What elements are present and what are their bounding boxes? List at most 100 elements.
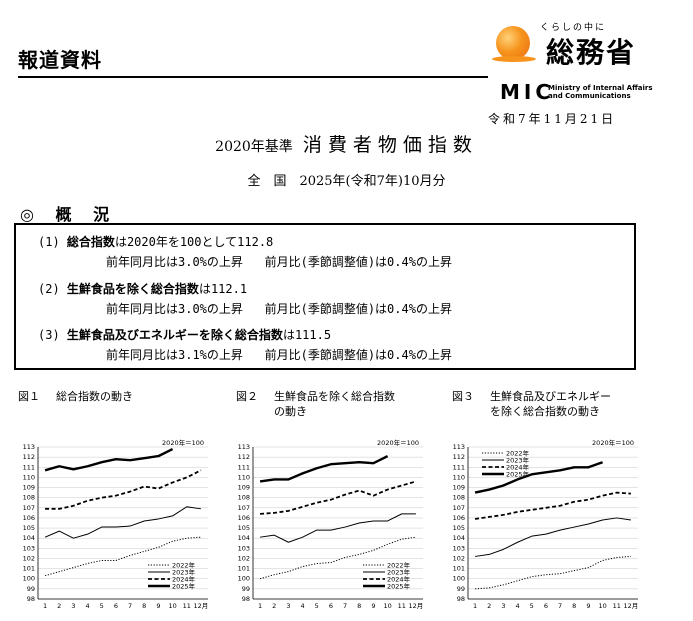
series-line-2022年	[259, 536, 416, 580]
legend-label: 2024年	[387, 574, 411, 583]
y-tick-label: 108	[453, 494, 465, 502]
y-tick-label: 113	[453, 443, 465, 451]
chart-base-note: 2020年＝100	[162, 438, 204, 447]
series-line-2024年	[474, 491, 631, 520]
figure-number: 図２	[236, 390, 258, 403]
figure-title-text-2: の動き	[274, 405, 307, 418]
series-line-2025年	[474, 461, 603, 494]
x-tick-label: 4	[86, 602, 90, 610]
y-tick-label: 101	[238, 565, 250, 573]
y-tick-label: 100	[23, 575, 35, 583]
figure-title-text-2: を除く総合指数の動き	[490, 405, 600, 418]
summary-mom: 前月比(季節調整値)は0.4%の上昇	[264, 348, 452, 362]
chart-base-note: 2020年＝100	[592, 438, 634, 447]
x-tick-label: 6	[114, 602, 118, 610]
summary-item-1: (1) 総合指数は2020年を100として112.8	[38, 233, 273, 250]
summary-item-value: は112.1	[198, 282, 248, 296]
summary-item-1-changes: 前年同月比は3.0%の上昇 前月比(季節調整値)は0.4%の上昇	[106, 253, 452, 270]
ministry-logo-swoosh	[492, 56, 536, 62]
summary-item-number: (3)	[38, 328, 60, 342]
legend-label: 2023年	[506, 455, 530, 464]
logo-tagline: くらしの中に	[540, 23, 607, 33]
x-tick-label: 2	[57, 602, 61, 610]
legend-label: 2023年	[172, 567, 196, 576]
y-tick-label: 100	[238, 575, 250, 583]
series-line-2023年	[260, 513, 416, 543]
y-tick-label: 108	[238, 494, 250, 502]
x-tick-label: 12月	[409, 602, 424, 610]
legend-label: 2023年	[387, 567, 411, 576]
x-tick-label: 5	[100, 602, 104, 610]
y-tick-label: 109	[238, 484, 250, 492]
series-line-2024年	[260, 480, 417, 515]
section-heading: ◎ 概 況	[20, 205, 118, 224]
y-tick-label: 107	[453, 504, 465, 512]
series-line-2023年	[44, 506, 201, 539]
x-tick-label: 11	[183, 602, 191, 610]
x-tick-label: 4	[516, 602, 520, 610]
y-tick-label: 99	[27, 585, 35, 593]
y-tick-label: 109	[23, 484, 35, 492]
y-tick-label: 104	[238, 534, 250, 542]
y-tick-label: 103	[23, 544, 35, 552]
x-tick-label: 8	[572, 602, 576, 610]
page-title: 2020年基準 消費者物価指数	[0, 130, 693, 157]
summary-item-2: (2) 生鮮食品を除く総合指数は112.1	[38, 280, 247, 297]
release-date: 令和7年11月21日	[488, 112, 617, 126]
x-tick-label: 5	[315, 602, 319, 610]
x-tick-label: 9	[586, 602, 590, 610]
summary-box: (1) 総合指数は2020年を100として112.8 前年同月比は3.0%の上昇…	[14, 223, 636, 370]
x-tick-label: 6	[544, 602, 548, 610]
y-tick-label: 103	[238, 544, 250, 552]
x-tick-label: 6	[329, 602, 333, 610]
y-tick-label: 98	[242, 595, 250, 603]
summary-item-value: は111.5	[282, 328, 332, 342]
y-tick-label: 101	[453, 565, 465, 573]
y-tick-label: 112	[23, 453, 35, 461]
y-tick-label: 105	[453, 524, 465, 532]
header-rule	[18, 76, 488, 78]
y-tick-label: 101	[23, 565, 35, 573]
x-tick-label: 8	[357, 602, 361, 610]
mic-english-name: Ministry of Internal Affairs and Communi…	[548, 84, 653, 100]
summary-yoy: 前年同月比は3.0%の上昇	[106, 255, 243, 269]
series-line-2023年	[475, 517, 631, 557]
series-line-2025年	[44, 447, 174, 472]
y-tick-label: 100	[453, 575, 465, 583]
y-tick-label: 106	[238, 514, 250, 522]
y-tick-label: 109	[453, 484, 465, 492]
x-tick-label: 7	[128, 602, 132, 610]
x-tick-label: 12月	[194, 602, 209, 610]
ministry-logo-name: 総務省	[546, 36, 637, 69]
legend-label: 2022年	[506, 448, 530, 457]
summary-item-number: (1)	[38, 235, 60, 249]
series-line-2025年	[259, 455, 389, 483]
y-tick-label: 110	[23, 473, 35, 481]
x-tick-label: 9	[156, 602, 160, 610]
x-tick-label: 1	[473, 602, 477, 610]
y-tick-label: 103	[453, 544, 465, 552]
summary-item-name: 総合指数	[66, 235, 115, 249]
title-main: 消費者物価指数	[302, 134, 478, 156]
x-tick-label: 11	[398, 602, 406, 610]
y-tick-label: 108	[23, 494, 35, 502]
x-tick-label: 3	[71, 602, 75, 610]
figure-title-text: 生鮮食品を除く総合指数	[274, 390, 395, 403]
summary-item-name: 生鮮食品及びエネルギーを除く総合指数	[66, 328, 283, 342]
series-line-2022年	[475, 555, 631, 590]
figure-title-text: 総合指数の動き	[56, 390, 133, 403]
summary-item-3-changes: 前年同月比は3.1%の上昇 前月比(季節調整値)は0.4%の上昇	[106, 346, 452, 363]
legend-label: 2025年	[172, 581, 196, 590]
figure-number: 図３	[452, 390, 474, 403]
x-tick-label: 12月	[624, 602, 639, 610]
x-tick-label: 10	[383, 602, 391, 610]
figure-3-title: 図３ 生鮮食品及びエネルギー を除く総合指数の動き	[452, 389, 611, 419]
y-tick-label: 102	[453, 554, 465, 562]
y-tick-label: 99	[457, 585, 465, 593]
x-tick-label: 10	[598, 602, 606, 610]
y-tick-label: 113	[23, 443, 35, 451]
figure-1-title: 図１ 総合指数の動き	[18, 389, 133, 404]
x-tick-label: 7	[558, 602, 562, 610]
x-tick-label: 10	[168, 602, 176, 610]
document-label: 報道資料	[18, 48, 102, 72]
